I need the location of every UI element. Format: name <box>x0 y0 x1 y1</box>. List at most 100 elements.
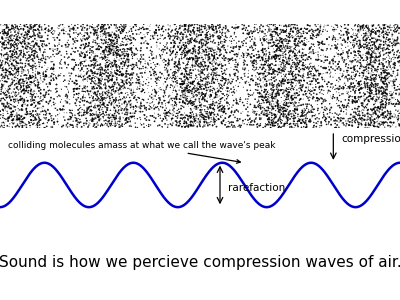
Point <box>263 122 269 127</box>
Point <box>185 41 191 46</box>
Point <box>306 55 312 60</box>
Point <box>17 107 23 112</box>
Point <box>14 25 21 29</box>
Point <box>278 23 284 28</box>
Point <box>341 69 347 74</box>
Point <box>350 86 356 91</box>
Point <box>287 124 293 129</box>
Point <box>0 124 3 129</box>
Point <box>94 113 100 118</box>
Point <box>364 54 370 59</box>
Point <box>306 95 312 100</box>
Point <box>283 28 289 33</box>
Point <box>70 36 76 41</box>
Point <box>36 101 43 106</box>
Point <box>305 70 311 75</box>
Point <box>76 120 82 125</box>
Point <box>269 76 276 81</box>
Point <box>181 55 187 60</box>
Point <box>186 41 193 46</box>
Point <box>80 99 86 104</box>
Point <box>352 57 358 62</box>
Point <box>174 24 180 29</box>
Point <box>292 123 298 128</box>
Point <box>181 94 187 99</box>
Point <box>356 38 362 43</box>
Point <box>306 88 313 93</box>
Point <box>332 87 338 92</box>
Point <box>345 79 351 83</box>
Point <box>222 116 228 121</box>
Point <box>374 38 380 43</box>
Point <box>190 82 196 87</box>
Point <box>69 112 76 116</box>
Point <box>280 55 287 60</box>
Point <box>359 104 366 109</box>
Point <box>4 109 10 114</box>
Point <box>96 110 103 115</box>
Point <box>161 60 167 65</box>
Point <box>138 122 145 127</box>
Point <box>96 85 102 89</box>
Point <box>108 115 114 120</box>
Point <box>75 66 82 71</box>
Point <box>262 124 268 129</box>
Point <box>14 116 21 121</box>
Point <box>37 48 43 52</box>
Point <box>50 66 57 71</box>
Point <box>201 122 207 127</box>
Point <box>368 112 374 117</box>
Point <box>50 49 56 54</box>
Point <box>95 81 101 85</box>
Point <box>297 117 303 122</box>
Point <box>275 46 281 51</box>
Point <box>27 74 33 79</box>
Point <box>351 68 358 72</box>
Point <box>251 105 257 110</box>
Point <box>228 65 234 70</box>
Point <box>14 118 20 123</box>
Point <box>150 56 157 60</box>
Point <box>357 116 363 121</box>
Point <box>110 52 117 57</box>
Point <box>207 61 214 65</box>
Point <box>341 60 347 64</box>
Point <box>305 67 312 72</box>
Point <box>376 29 382 34</box>
Point <box>116 73 122 77</box>
Point <box>292 26 299 30</box>
Point <box>36 25 42 29</box>
Point <box>264 113 270 118</box>
Point <box>71 79 77 84</box>
Point <box>147 28 153 33</box>
Point <box>222 24 229 28</box>
Point <box>40 72 46 77</box>
Point <box>196 99 202 103</box>
Point <box>126 76 133 81</box>
Point <box>117 48 123 53</box>
Point <box>22 39 28 44</box>
Point <box>332 118 339 122</box>
Point <box>165 34 172 39</box>
Point <box>312 68 319 73</box>
Point <box>260 29 266 34</box>
Point <box>370 82 377 87</box>
Point <box>264 111 270 116</box>
Point <box>382 77 389 82</box>
Point <box>17 78 23 82</box>
Point <box>96 99 102 103</box>
Point <box>377 38 383 42</box>
Point <box>10 49 16 53</box>
Point <box>314 108 321 113</box>
Point <box>234 118 241 123</box>
Point <box>204 112 211 116</box>
Point <box>173 103 179 108</box>
Point <box>292 43 298 48</box>
Point <box>382 73 388 78</box>
Point <box>84 99 90 104</box>
Point <box>193 106 199 111</box>
Point <box>283 72 289 77</box>
Point <box>269 54 276 58</box>
Point <box>268 118 275 123</box>
Point <box>24 81 30 86</box>
